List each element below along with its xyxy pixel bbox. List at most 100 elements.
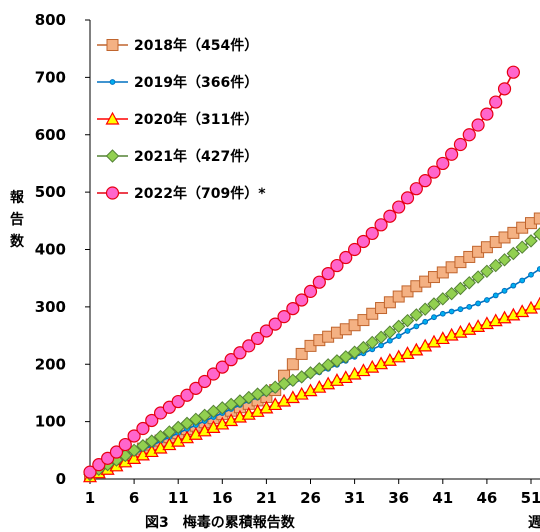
- y-axis-label-char: 数: [10, 233, 25, 250]
- data-point: [409, 182, 423, 196]
- figure-caption: 図3 梅毒の累積報告数: [145, 514, 296, 531]
- data-point: [171, 394, 185, 409]
- legend-item: 2019年（366件）: [97, 74, 258, 91]
- data-point: [519, 277, 526, 284]
- data-point: [431, 314, 437, 321]
- data-point: [250, 404, 265, 417]
- data-point: [422, 318, 429, 325]
- data-point: [400, 191, 415, 205]
- data-point: [427, 165, 441, 179]
- data-point: [101, 451, 115, 465]
- data-point: [294, 386, 309, 400]
- data-point: [233, 346, 247, 360]
- data-point: [497, 82, 512, 96]
- data-point: [515, 240, 529, 254]
- data-point: [356, 363, 371, 377]
- data-point: [136, 421, 150, 436]
- data-point: [127, 451, 142, 464]
- y-axis-label: 報告数: [10, 189, 25, 250]
- series-4: [83, 65, 520, 479]
- legend: 2018年（454件） 2019年（366件） 2020年（311件） 2021年（4…: [97, 37, 266, 202]
- data-point: [386, 337, 393, 344]
- data-point: [489, 258, 503, 273]
- data-point: [439, 310, 446, 317]
- data-point: [206, 367, 221, 381]
- data-point: [268, 317, 282, 331]
- data-point: [321, 358, 335, 372]
- data-point: [347, 366, 362, 380]
- data-point: [259, 324, 273, 338]
- data-point: [457, 306, 464, 313]
- data-point: [339, 350, 353, 364]
- data-point: [510, 282, 517, 289]
- data-point: [303, 383, 318, 397]
- data-point: [427, 297, 441, 311]
- data-point: [180, 430, 195, 444]
- data-point: [206, 420, 221, 433]
- data-point: [356, 340, 371, 355]
- data-point: [365, 226, 379, 241]
- data-point: [453, 281, 468, 296]
- data-point: [374, 218, 388, 232]
- data-point: [506, 307, 521, 321]
- data-point: [400, 346, 415, 359]
- x-tick-label: 21: [256, 489, 277, 507]
- x-tick-label: 46: [476, 489, 497, 507]
- data-point: [383, 209, 397, 223]
- data-point: [374, 356, 389, 370]
- data-point: [171, 420, 185, 435]
- data-point: [259, 400, 274, 414]
- data-point: [365, 335, 379, 350]
- data-point: [484, 297, 490, 303]
- data-point: [435, 331, 450, 345]
- legend-marker: [105, 149, 120, 163]
- data-point: [145, 434, 159, 448]
- legend-marker: [105, 111, 120, 125]
- data-point: [524, 234, 538, 248]
- data-point: [413, 323, 420, 330]
- data-point: [395, 333, 402, 340]
- data-point: [277, 393, 292, 407]
- data-point: [501, 287, 508, 294]
- data-point: [92, 458, 106, 472]
- data-point: [162, 425, 177, 439]
- data-point: [135, 447, 150, 461]
- data-point: [409, 308, 424, 322]
- data-point: [294, 370, 309, 384]
- data-point: [295, 293, 309, 307]
- data-point: [224, 413, 239, 427]
- data-point: [492, 292, 499, 299]
- y-tick-label: 600: [35, 126, 66, 144]
- data-point: [357, 314, 370, 327]
- data-point: [365, 359, 380, 373]
- data-point: [466, 303, 473, 310]
- data-point: [171, 433, 186, 447]
- data-point: [144, 444, 159, 458]
- data-point: [533, 212, 540, 225]
- x-tick-label: 51: [521, 489, 540, 507]
- data-point: [286, 301, 300, 316]
- legend-item: 2020年（311件）: [97, 111, 258, 128]
- data-point: [471, 270, 485, 284]
- data-point: [303, 284, 318, 298]
- data-point: [268, 397, 283, 411]
- series-layer: [82, 65, 540, 483]
- data-point: [198, 374, 212, 389]
- data-point: [445, 147, 459, 161]
- data-point: [515, 304, 530, 318]
- data-point: [392, 200, 406, 214]
- y-tick-label: 300: [35, 298, 66, 316]
- data-point: [197, 423, 212, 437]
- data-point: [475, 300, 481, 307]
- data-point: [295, 347, 308, 360]
- y-axis-label-char: 告: [10, 211, 24, 228]
- y-tick-label: 500: [35, 183, 66, 201]
- series-2: [82, 296, 540, 483]
- data-point: [277, 310, 291, 324]
- y-tick-label: 200: [35, 355, 66, 373]
- legend-marker: [105, 186, 120, 200]
- data-point: [453, 137, 468, 152]
- data-point: [382, 352, 397, 366]
- y-tick-label: 400: [35, 241, 66, 259]
- data-point: [312, 362, 327, 376]
